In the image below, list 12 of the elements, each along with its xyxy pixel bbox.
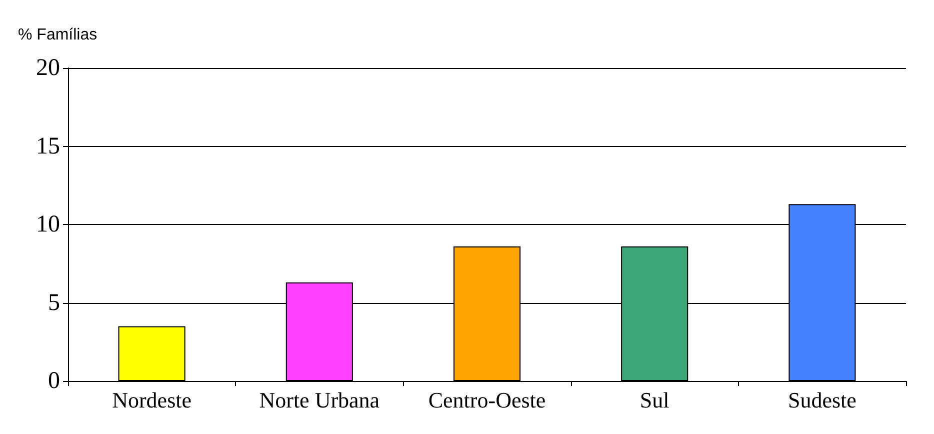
y-tick-label: 15 bbox=[36, 133, 60, 160]
y-tick-label: 10 bbox=[36, 212, 60, 238]
x-tick-label: Sul bbox=[640, 388, 670, 412]
x-tick-label: Norte Urbana bbox=[259, 388, 380, 412]
y-tick-label: 5 bbox=[48, 290, 60, 316]
y-tick-label: 0 bbox=[48, 368, 60, 394]
x-tick-label: Sudeste bbox=[788, 388, 856, 412]
y-tick-label: 20 bbox=[36, 55, 60, 81]
x-tick-label: Nordeste bbox=[112, 388, 192, 412]
bar bbox=[118, 326, 186, 381]
y-axis-title: % Famílias bbox=[18, 26, 98, 44]
x-tick-label: Centro-Oeste bbox=[428, 388, 546, 412]
